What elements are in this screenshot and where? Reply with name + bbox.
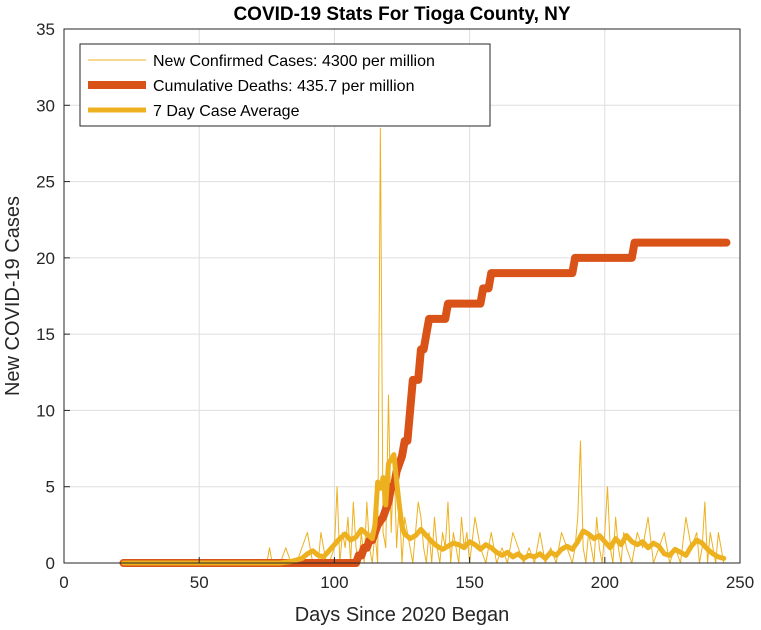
y-tick-label: 5 (46, 478, 55, 497)
y-tick-label: 10 (36, 401, 55, 420)
axis-ticks: 0 50 100 150 200 250 0 5 10 15 20 25 30 35 (36, 20, 754, 592)
y-axis-label: New COVID-19 Cases (2, 196, 24, 396)
legend-seven-day-average: 7 Day Case Average (88, 103, 300, 120)
legend-label: Cumulative Deaths: 435.7 per million (153, 78, 414, 95)
legend-new-cases: New Confirmed Cases: 4300 per million (88, 53, 435, 70)
plot-frame (63, 28, 741, 564)
y-tick-label: 20 (36, 249, 55, 268)
series-layer (119, 127, 731, 567)
legend-label: New Confirmed Cases: 4300 per million (153, 53, 435, 70)
y-tick-label: 25 (36, 173, 55, 192)
cumulative-deaths-line (119, 238, 731, 567)
x-axis-label: Days Since 2020 Began (295, 604, 510, 626)
y-tick-label: 15 (36, 325, 55, 344)
seven-day-average-line (120, 452, 727, 566)
chart-title: COVID-19 Stats For Tioga County, NY (233, 4, 570, 25)
x-tick-label: 200 (591, 573, 619, 592)
legend-cumulative-deaths: Cumulative Deaths: 435.7 per million (88, 78, 414, 95)
x-tick-label: 100 (320, 573, 348, 592)
x-tick-label: 50 (190, 573, 209, 592)
y-tick-label: 0 (46, 554, 55, 573)
y-tick-label: 30 (36, 96, 55, 115)
legend-box (79, 43, 491, 127)
legend-label: 7 Day Case Average (153, 103, 300, 120)
x-tick-label: 150 (455, 573, 483, 592)
y-tick-label: 35 (36, 20, 55, 39)
legend: New Confirmed Cases: 4300 per million Cum… (79, 43, 491, 127)
x-tick-label: 0 (59, 573, 68, 592)
x-tick-label: 250 (726, 573, 754, 592)
